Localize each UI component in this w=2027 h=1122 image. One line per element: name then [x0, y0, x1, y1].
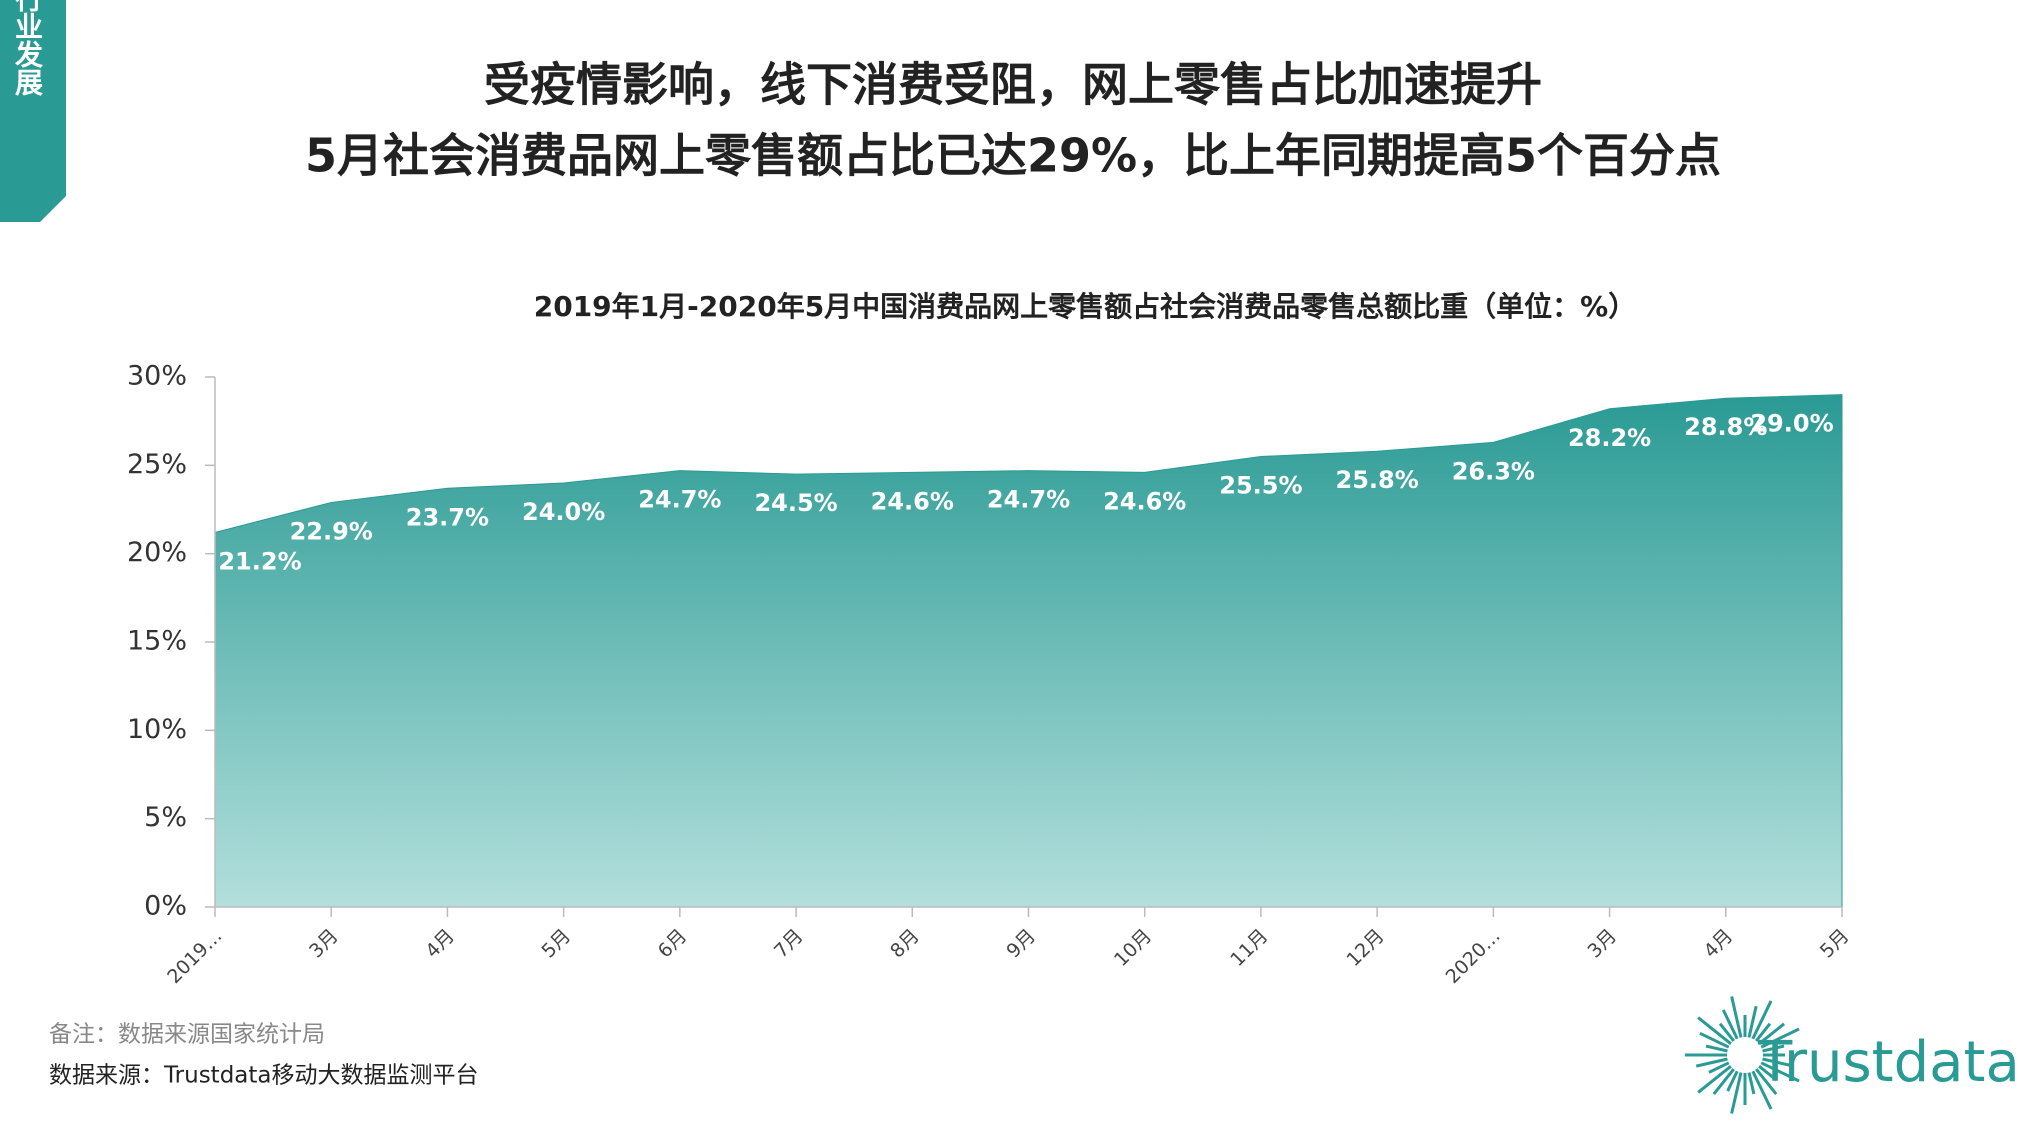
logo-ray [1760, 1061, 1800, 1083]
y-tick-label: 0% [144, 891, 187, 922]
x-tick-label: 8月 [886, 925, 924, 963]
logo-ray [1730, 996, 1743, 1038]
x-tick-label: 10月 [1110, 925, 1156, 971]
logo-ray [1699, 1031, 1730, 1049]
x-tick-label: 9月 [1002, 925, 1040, 963]
data-label: 24.7% [638, 486, 721, 514]
area [214, 394, 1843, 908]
data-label: 24.0% [522, 498, 605, 526]
data-label: 25.8% [1336, 466, 1419, 494]
data-label: 28.2% [1568, 424, 1651, 452]
logo-ray [1758, 1065, 1778, 1082]
y-tick-label: 25% [127, 449, 187, 480]
headline: 5月社会消费品网上零售额占比已达29%，比上年同期提高5个百分点 [305, 129, 1721, 183]
logo-ray [1751, 1070, 1773, 1110]
logo-ray [1695, 1057, 1728, 1068]
headline: 受疫情影响，线下消费受阻，网上零售占比加速提升 [484, 58, 1542, 112]
y-tick-label: 5% [144, 802, 187, 833]
data-label: 21.2% [218, 547, 301, 575]
logo-icon [1685, 996, 1800, 1114]
logo-ray [1758, 1022, 1786, 1045]
x-tick-label: 11月 [1226, 925, 1272, 971]
side-tab-label: 行业发展 [11, 0, 44, 97]
x-tick-label: 5月 [1816, 925, 1854, 963]
y-tick-label: 20% [127, 537, 187, 568]
logo: Trustdata [1757, 1030, 2020, 1095]
data-label: 28.8% [1684, 413, 1767, 441]
data-label: 25.5% [1219, 472, 1302, 500]
x-tick-label: 12月 [1342, 925, 1388, 971]
logo-ray [1755, 1022, 1772, 1042]
x-tick-label: 6月 [654, 925, 692, 963]
source: 数据来源：Trustdata移动大数据监测平台 [49, 1063, 479, 1089]
logo-ray [1697, 1065, 1732, 1094]
logo-ray [1712, 1068, 1735, 1096]
logo-ray [1751, 1000, 1773, 1040]
logo-ray [1705, 1044, 1728, 1053]
side-tab [0, 0, 66, 222]
y-tick-label: 10% [127, 714, 187, 745]
logo-ray [1762, 1044, 1785, 1053]
x-tick-label: 7月 [770, 925, 808, 963]
logo-ray [1718, 1022, 1735, 1042]
logo-ray [1726, 1070, 1739, 1092]
data-label: 24.6% [871, 487, 954, 515]
x-tick-label: 2020… [1442, 925, 1505, 988]
x-tick-label: 3月 [305, 925, 343, 963]
data-label: 26.3% [1452, 457, 1535, 485]
chart-title: 2019年1月-2020年5月中国消费品网上零售额占社会消费品零售总额比重（单位… [534, 290, 1637, 323]
data-label: 24.6% [1103, 487, 1186, 515]
side-tab-text: 行业发展 [11, 0, 44, 97]
data-label: 24.7% [987, 486, 1070, 514]
x-tick-label: 5月 [538, 925, 576, 963]
data-label: 22.9% [290, 517, 373, 545]
data-label: 23.7% [406, 503, 489, 531]
logo-ray [1755, 1068, 1778, 1096]
note: 备注：数据来源国家统计局 [49, 1022, 325, 1048]
logo-ray [1747, 1072, 1756, 1095]
logo-ray [1747, 1005, 1758, 1038]
logo-ray [1721, 1009, 1739, 1040]
data-label: 24.5% [754, 489, 837, 517]
logo-ray [1730, 1072, 1743, 1114]
logo-ray [1697, 1016, 1732, 1045]
y-tick-label: 30% [127, 361, 187, 392]
logo-ray [1708, 1061, 1730, 1074]
x-tick-label: 2019… [163, 925, 226, 988]
data-label: 29.0% [1750, 410, 1833, 438]
x-tick-label: 4月 [1700, 925, 1738, 963]
y-tick-label: 15% [127, 626, 187, 657]
logo-ray [1762, 1057, 1795, 1068]
x-tick-label: 3月 [1583, 925, 1621, 963]
x-tick-label: 4月 [421, 925, 459, 963]
logo-ray [1760, 1027, 1800, 1049]
